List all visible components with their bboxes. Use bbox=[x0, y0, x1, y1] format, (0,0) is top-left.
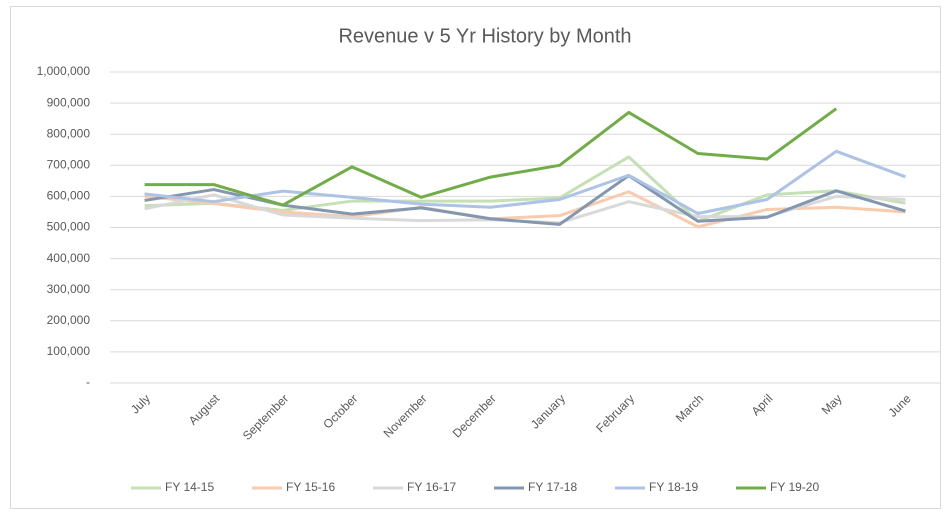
y-tick-label: 700,000 bbox=[47, 157, 91, 171]
series-line bbox=[144, 107, 838, 207]
y-tick-label: 100,000 bbox=[47, 344, 91, 358]
legend-label: FY 16-17 bbox=[407, 480, 456, 494]
chart-border bbox=[10, 6, 941, 509]
legend-label: FY 14-15 bbox=[165, 480, 214, 494]
legend-label: FY 19-20 bbox=[770, 480, 819, 494]
y-tick-label: 900,000 bbox=[47, 95, 91, 109]
y-tick-label: - bbox=[86, 375, 90, 389]
legend-label: FY 15-16 bbox=[286, 480, 335, 494]
y-tick-label: 400,000 bbox=[47, 251, 91, 265]
y-tick-label: 1,000,000 bbox=[37, 64, 91, 78]
y-tick-label: 300,000 bbox=[47, 282, 91, 296]
series-line bbox=[144, 149, 906, 216]
y-tick-label: 200,000 bbox=[47, 313, 91, 327]
legend-label: FY 17-18 bbox=[528, 480, 577, 494]
chart-title: Revenue v 5 Yr History by Month bbox=[338, 25, 631, 47]
y-tick-label: 600,000 bbox=[47, 189, 91, 203]
y-tick-label: 500,000 bbox=[47, 220, 91, 234]
y-tick-label: 800,000 bbox=[47, 126, 91, 140]
legend-label: FY 18-19 bbox=[649, 480, 698, 494]
